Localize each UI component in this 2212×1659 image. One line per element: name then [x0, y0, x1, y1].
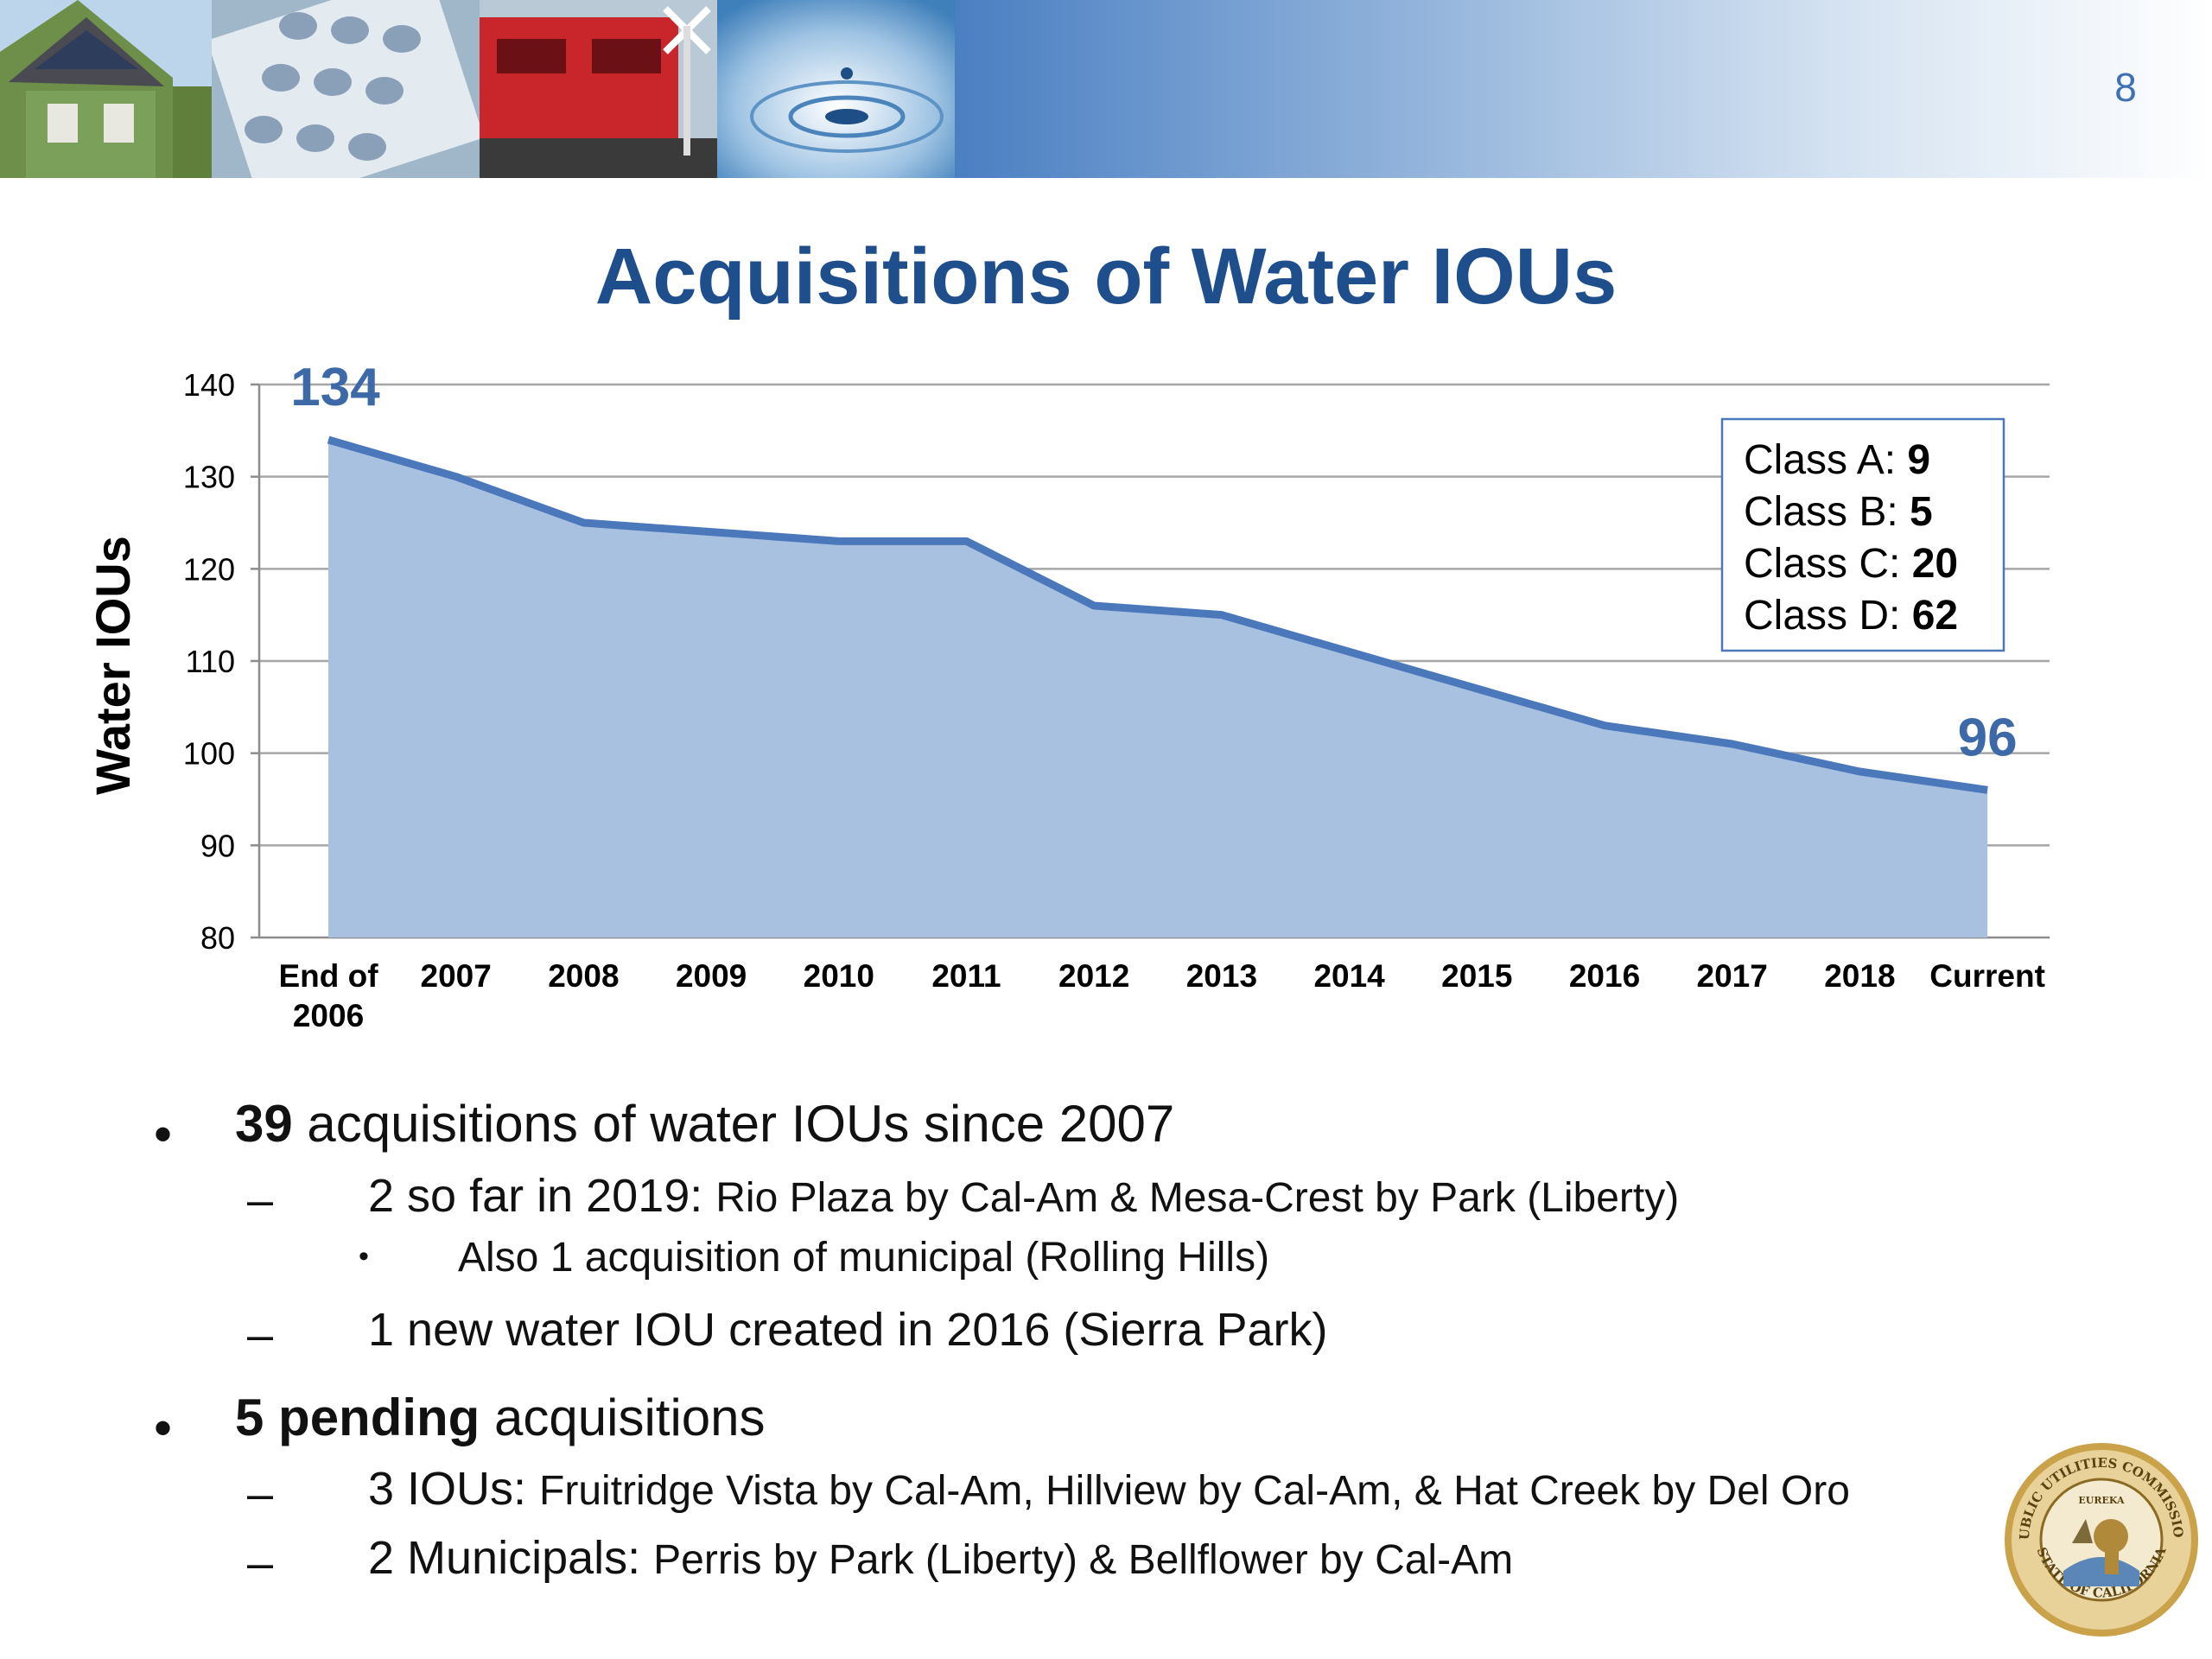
x-tick-label: 2009 [676, 958, 747, 994]
sub-bullet-text: 1 new water IOU created in 2016 (Sierra … [368, 1304, 1328, 1356]
cpuc-seal-logo: PUBLIC UTILITIES COMMISSION STATE OF CAL… [2003, 1441, 2198, 1637]
telephone-keypad-photo [212, 0, 480, 178]
sub-bullet-marker: • [359, 1240, 369, 1273]
x-tick-label: 2017 [1697, 958, 1768, 994]
x-tick-label: 2006 [293, 998, 364, 1033]
series-line [327, 435, 1988, 794]
sub-sub-bullet-text: Also 1 acquisition of municipal (Rolling… [458, 1235, 1270, 1281]
x-tick-label: 2016 [1569, 958, 1640, 994]
svg-text:EUREKA: EUREKA [2078, 1495, 2125, 1506]
area-fill [328, 440, 1988, 938]
dash-marker: – [247, 1537, 274, 1589]
sub-bullet-text: 2 Municipals: Perris by Park (Liberty) &… [368, 1532, 1514, 1584]
slide-number: 8 [2114, 65, 2137, 110]
x-tick-label: End of [278, 958, 378, 994]
bullet-list: • 39 acquisitions of water IOUs since 20… [0, 1071, 2212, 1607]
bullet-marker: • [154, 1105, 173, 1163]
header-banner: 8 [0, 0, 2212, 178]
dash-marker: – [247, 1468, 274, 1520]
bullet-text: 5 pending acquisitions [235, 1389, 766, 1446]
slide-title: Acquisitions of Water IOUs [594, 232, 1618, 321]
y-tick-label: 130 [183, 460, 235, 495]
bullet-text: 39 acquisitions of water IOUs since 2007 [235, 1095, 1175, 1153]
class-count-line: Class C: 20 [1744, 541, 1958, 587]
y-tick-label: 90 [200, 828, 235, 863]
x-tick-label: 2012 [1058, 958, 1129, 994]
dash-marker: – [247, 1309, 274, 1361]
y-tick-label: 80 [200, 920, 235, 956]
x-tick-label: 2014 [1313, 958, 1385, 994]
class-count-line: Class D: 62 [1744, 593, 1958, 639]
x-tick-label: 2008 [548, 958, 619, 994]
y-tick-label: 140 [183, 367, 235, 403]
class-count-line: Class A: 9 [1744, 437, 1930, 483]
train-crossing-photo [480, 0, 717, 178]
y-tick-label: 100 [183, 736, 235, 772]
sub-bullet-text: 2 so far in 2019: Rio Plaza by Cal-Am & … [368, 1170, 1680, 1222]
y-tick-label: 110 [186, 644, 235, 679]
area-chart: 80 90 100 110 120 130 140 End of 2006 2007 2008 20… [86, 363, 2050, 1033]
x-tick-label: 2010 [804, 958, 874, 994]
banner-gradient [955, 0, 2212, 178]
data-label: 134 [290, 363, 380, 417]
bullet-marker: • [154, 1399, 173, 1457]
class-count-line: Class B: 5 [1744, 489, 1933, 535]
house-solar-photo [0, 0, 212, 178]
class-breakdown-box: Class A: 9 Class B: 5 Class C: 20 Class D: … [1720, 417, 2005, 652]
y-tick-labels: 80 90 100 110 120 130 140 [183, 367, 235, 956]
y-tick-label: 120 [183, 551, 235, 587]
data-label: 96 [1958, 708, 2018, 767]
water-drop-photo [717, 0, 955, 178]
x-tick-labels: End of 2006 2007 2008 2009 2010 2011 2012 2013 20… [278, 958, 2044, 1033]
x-tick-label: 2015 [1441, 958, 1512, 994]
x-tick-label: Current [1929, 958, 2045, 994]
x-tick-label: 2011 [931, 958, 1001, 994]
x-tick-label: 2013 [1186, 958, 1257, 994]
x-tick-label: 2018 [1824, 958, 1895, 994]
data-labels: 134 96 [290, 363, 2017, 767]
x-tick-label: 2007 [421, 958, 492, 994]
dash-marker: – [247, 1174, 274, 1226]
y-axis-label: Water IOUs [86, 536, 140, 795]
sub-bullet-text: 3 IOUs: Fruitridge Vista by Cal-Am, Hill… [368, 1463, 1850, 1515]
